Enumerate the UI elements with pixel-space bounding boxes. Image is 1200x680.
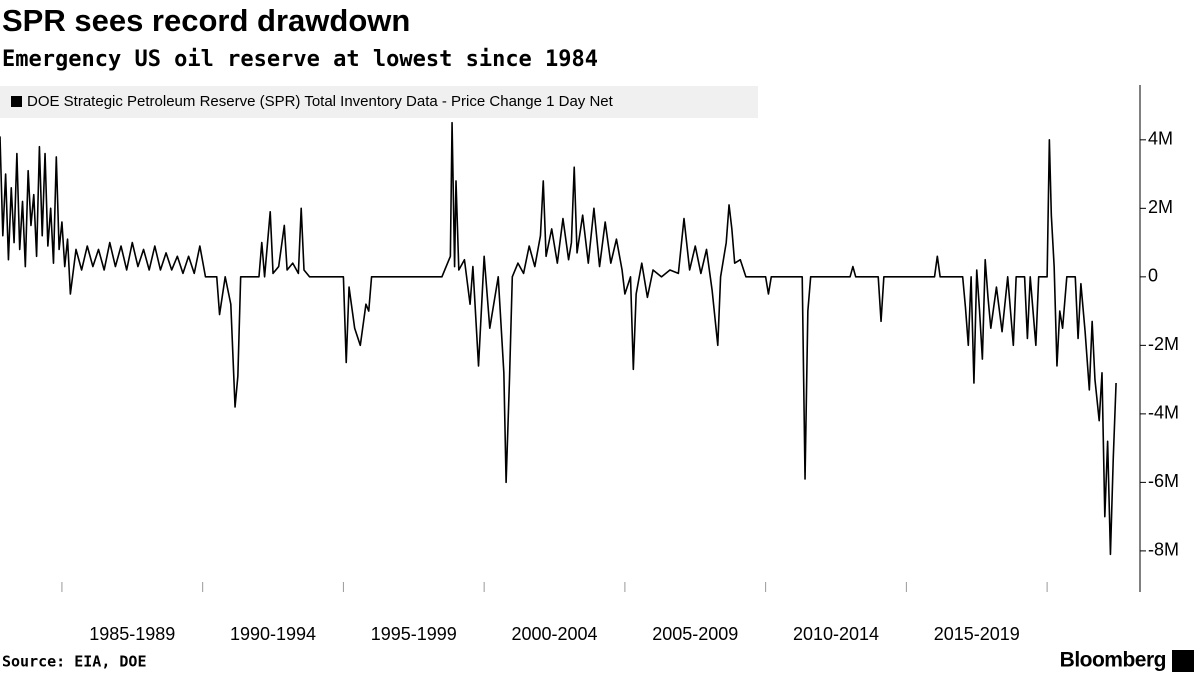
legend-swatch: [11, 96, 22, 107]
x-tick-label: 2005-2009: [652, 624, 738, 644]
brand-icon: [1172, 650, 1194, 672]
y-tick-label: -8M: [1148, 540, 1179, 560]
y-tick-label: -4M: [1148, 403, 1179, 423]
data-line: [0, 121, 1117, 556]
x-tick-label: 2000-2004: [511, 624, 597, 644]
chart-title: SPR sees record drawdown: [2, 3, 410, 38]
x-tick-label: 1995-1999: [371, 624, 457, 644]
brand: Bloomberg: [1060, 649, 1166, 672]
x-tick-label: 2015-2019: [934, 624, 1020, 644]
x-tick-label: 1985-1989: [89, 624, 175, 644]
y-tick-label: -6M: [1148, 471, 1179, 491]
y-tick-label: 4M: [1148, 129, 1173, 149]
x-tick-label: 1990-1994: [230, 624, 316, 644]
y-tick-label: 2M: [1148, 197, 1173, 217]
x-tick-label: 2010-2014: [793, 624, 879, 644]
chart-subtitle: Emergency US oil reserve at lowest since…: [2, 47, 598, 72]
y-tick-label: 0: [1148, 266, 1158, 286]
source: Source: EIA, DOE: [2, 653, 147, 671]
y-tick-label: -2M: [1148, 334, 1179, 354]
legend-box: [0, 86, 758, 118]
legend-label: DOE Strategic Petroleum Reserve (SPR) To…: [27, 93, 614, 110]
